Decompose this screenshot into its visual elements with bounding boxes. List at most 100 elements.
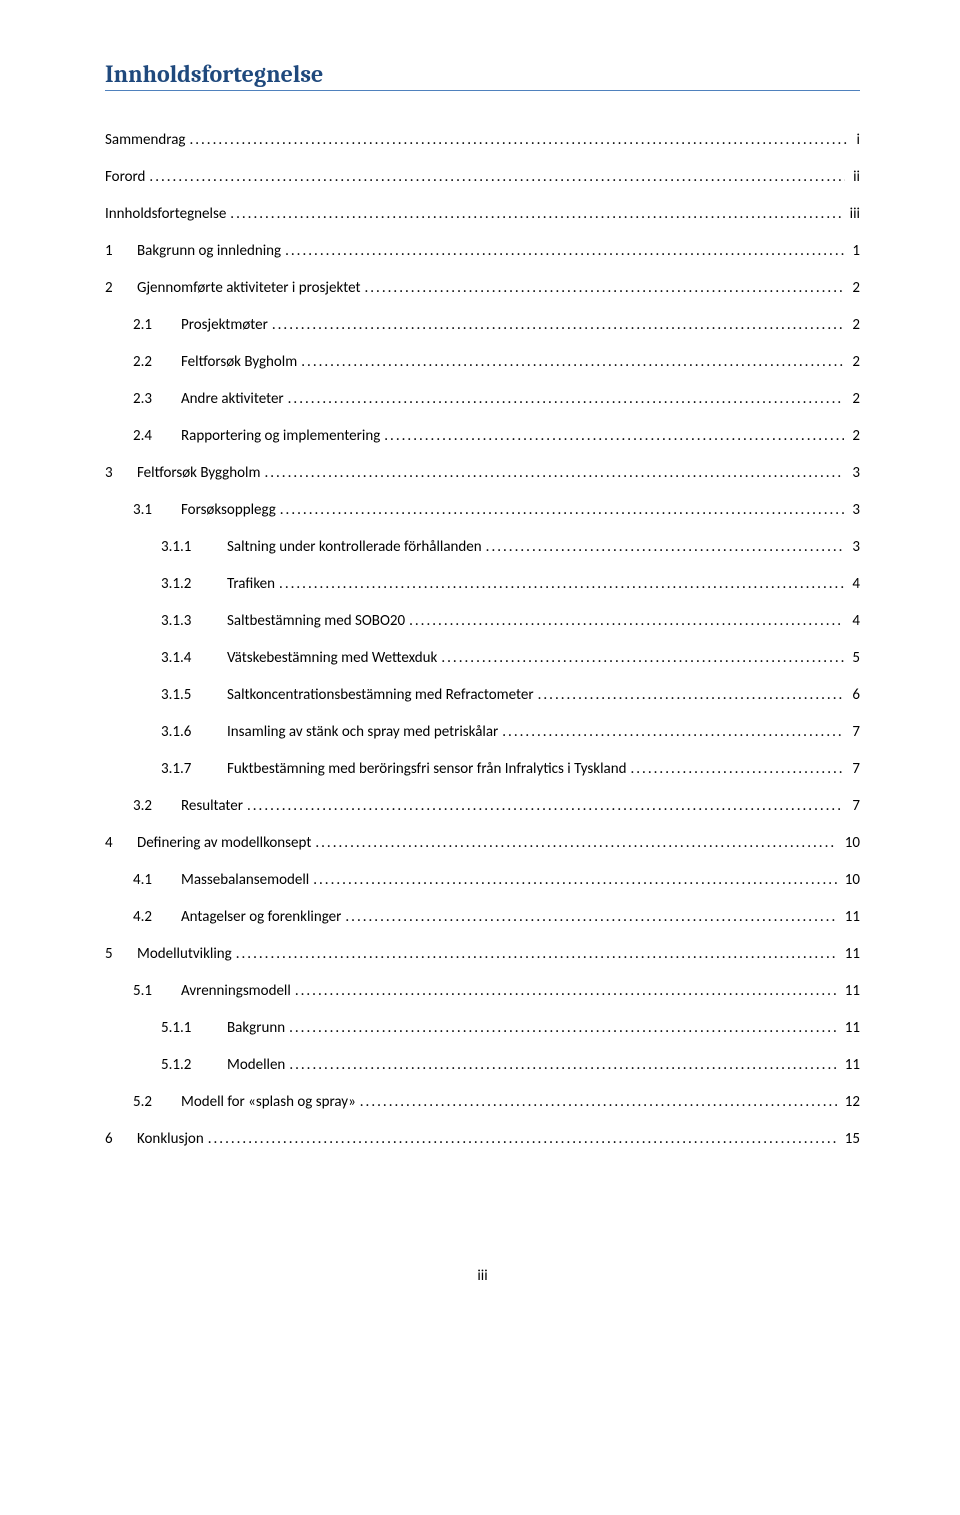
toc-entry-number: 5 bbox=[105, 947, 131, 962]
toc-entry: 2.4Rapportering og implementering2 bbox=[133, 429, 860, 444]
toc-entry-number: 3.1.5 bbox=[161, 688, 221, 703]
toc-entry-page: 11 bbox=[841, 947, 860, 962]
toc-entry-page: 11 bbox=[841, 1021, 860, 1036]
toc-entry-title: Fuktbestämning med beröringsfri sensor f… bbox=[221, 762, 626, 777]
toc-entry-title: Trafiken bbox=[221, 577, 275, 592]
toc-leader-dots bbox=[301, 355, 844, 370]
toc-leader-dots bbox=[149, 170, 845, 185]
toc-leader-dots bbox=[247, 799, 844, 814]
toc-leader-dots bbox=[486, 540, 845, 555]
toc-leader-dots bbox=[409, 614, 844, 629]
toc-leader-dots bbox=[502, 725, 844, 740]
toc-entry-page: 11 bbox=[841, 1058, 860, 1073]
toc-leader-dots bbox=[295, 984, 837, 999]
toc-entry-page: 4 bbox=[848, 577, 860, 592]
toc-entry-page: 10 bbox=[841, 873, 860, 888]
toc-entry: 5.2Modell for «splash og spray»12 bbox=[133, 1095, 860, 1110]
toc-entry-title: Sammendrag bbox=[105, 133, 185, 148]
toc-entry-page: 3 bbox=[848, 540, 860, 555]
toc-entry-title: Forord bbox=[105, 170, 145, 185]
toc-entry-page: 12 bbox=[841, 1095, 860, 1110]
toc-entry-number: 2.1 bbox=[133, 318, 175, 333]
toc-entry-page: 3 bbox=[848, 503, 860, 518]
table-of-contents: Sammendrag i Forord ii Innholdsfortegnelse ii… bbox=[105, 133, 860, 1147]
toc-leader-dots bbox=[272, 318, 845, 333]
toc-entry-number: 3.1.3 bbox=[161, 614, 221, 629]
toc-entry-title: Prosjektmøter bbox=[175, 318, 268, 333]
toc-entry-number: 5.1.1 bbox=[161, 1021, 221, 1036]
toc-entry: Innholdsfortegnelse iii bbox=[105, 207, 860, 222]
toc-entry-page: 1 bbox=[848, 244, 860, 259]
toc-entry-title: Gjennomførte aktiviteter i prosjektet bbox=[131, 281, 360, 296]
toc-entry: 4Definering av modellkonsept10 bbox=[105, 836, 860, 851]
toc-entry-title: Feltforsøk Bygholm bbox=[175, 355, 297, 370]
toc-entry-title: Antagelser og forenklinger bbox=[175, 910, 341, 925]
toc-entry-number: 3.1.6 bbox=[161, 725, 221, 740]
toc-entry-title: Saltning under kontrollerade förhållande… bbox=[221, 540, 482, 555]
toc-entry: 2Gjennomførte aktiviteter i prosjektet2 bbox=[105, 281, 860, 296]
toc-entry: 3.1.7Fuktbestämning med beröringsfri sen… bbox=[161, 762, 860, 777]
toc-entry-number: 3.1.7 bbox=[161, 762, 221, 777]
toc-entry-page: 2 bbox=[848, 281, 860, 296]
toc-leader-dots bbox=[289, 1058, 836, 1073]
toc-entry: 2.2Feltforsøk Bygholm2 bbox=[133, 355, 860, 370]
toc-entry-page: 15 bbox=[841, 1132, 860, 1147]
toc-entry-page: 7 bbox=[848, 762, 860, 777]
toc-entry-title: Rapportering og implementering bbox=[175, 429, 380, 444]
toc-entry-number: 3.1.1 bbox=[161, 540, 221, 555]
toc-entry-number: 3 bbox=[105, 466, 131, 481]
toc-entry-page: 5 bbox=[848, 651, 860, 666]
toc-entry-title: Vätskebestämning med Wettexduk bbox=[221, 651, 437, 666]
toc-entry-page: 11 bbox=[841, 910, 860, 925]
toc-entry-page: 2 bbox=[848, 318, 860, 333]
toc-entry: 6Konklusjon15 bbox=[105, 1132, 860, 1147]
toc-entry-title: Saltbestämning med SOBO20 bbox=[221, 614, 405, 629]
toc-leader-dots bbox=[345, 910, 836, 925]
toc-entry: 1Bakgrunn og innledning1 bbox=[105, 244, 860, 259]
toc-entry-page: 11 bbox=[841, 984, 860, 999]
toc-entry-page: 7 bbox=[848, 799, 860, 814]
toc-entry-number: 3.2 bbox=[133, 799, 175, 814]
toc-entry-title: Massebalansemodell bbox=[175, 873, 309, 888]
toc-entry-number: 4.1 bbox=[133, 873, 175, 888]
toc-leader-dots bbox=[288, 392, 845, 407]
toc-leader-dots bbox=[384, 429, 844, 444]
toc-entry-title: Definering av modellkonsept bbox=[131, 836, 311, 851]
toc-entry: 2.3Andre aktiviteter2 bbox=[133, 392, 860, 407]
toc-entry-title: Bakgrunn bbox=[221, 1021, 285, 1036]
toc-entry-title: Resultater bbox=[175, 799, 243, 814]
toc-leader-dots bbox=[538, 688, 845, 703]
toc-entry-page: iii bbox=[846, 207, 860, 222]
toc-entry-page: 4 bbox=[848, 614, 860, 629]
toc-entry-page: 3 bbox=[848, 466, 860, 481]
toc-entry-page: ii bbox=[849, 170, 860, 185]
toc-entry-page: 6 bbox=[848, 688, 860, 703]
toc-leader-dots bbox=[236, 947, 837, 962]
toc-leader-dots bbox=[315, 836, 836, 851]
toc-entry-title: Bakgrunn og innledning bbox=[131, 244, 281, 259]
toc-entry: 5.1.1Bakgrunn 11 bbox=[161, 1021, 860, 1036]
toc-entry-number: 5.2 bbox=[133, 1095, 175, 1110]
toc-entry-title: Feltforsøk Byggholm bbox=[131, 466, 260, 481]
toc-leader-dots bbox=[230, 207, 841, 222]
toc-leader-dots bbox=[280, 503, 845, 518]
toc-entry-number: 5.1 bbox=[133, 984, 175, 999]
toc-entry-title: Modellutvikling bbox=[131, 947, 232, 962]
toc-entry-number: 3.1.4 bbox=[161, 651, 221, 666]
toc-entry-number: 6 bbox=[105, 1132, 131, 1147]
toc-entry: 3.1.1Saltning under kontrollerade förhål… bbox=[161, 540, 860, 555]
toc-entry: 3Feltforsøk Byggholm3 bbox=[105, 466, 860, 481]
toc-entry-number: 2 bbox=[105, 281, 131, 296]
toc-entry-title: Insamling av stänk och spray med petrisk… bbox=[221, 725, 498, 740]
toc-entry-page: 2 bbox=[848, 392, 860, 407]
toc-entry: 2.1Prosjektmøter 2 bbox=[133, 318, 860, 333]
toc-leader-dots bbox=[364, 281, 844, 296]
toc-entry: 4.2Antagelser og forenklinger11 bbox=[133, 910, 860, 925]
toc-entry-page: i bbox=[853, 133, 860, 148]
toc-leader-dots bbox=[289, 1021, 837, 1036]
toc-leader-dots bbox=[630, 762, 844, 777]
toc-entry-page: 10 bbox=[841, 836, 860, 851]
toc-entry-title: Innholdsfortegnelse bbox=[105, 207, 226, 222]
toc-entry-page: 2 bbox=[848, 429, 860, 444]
toc-entry: 3.1.2Trafiken4 bbox=[161, 577, 860, 592]
